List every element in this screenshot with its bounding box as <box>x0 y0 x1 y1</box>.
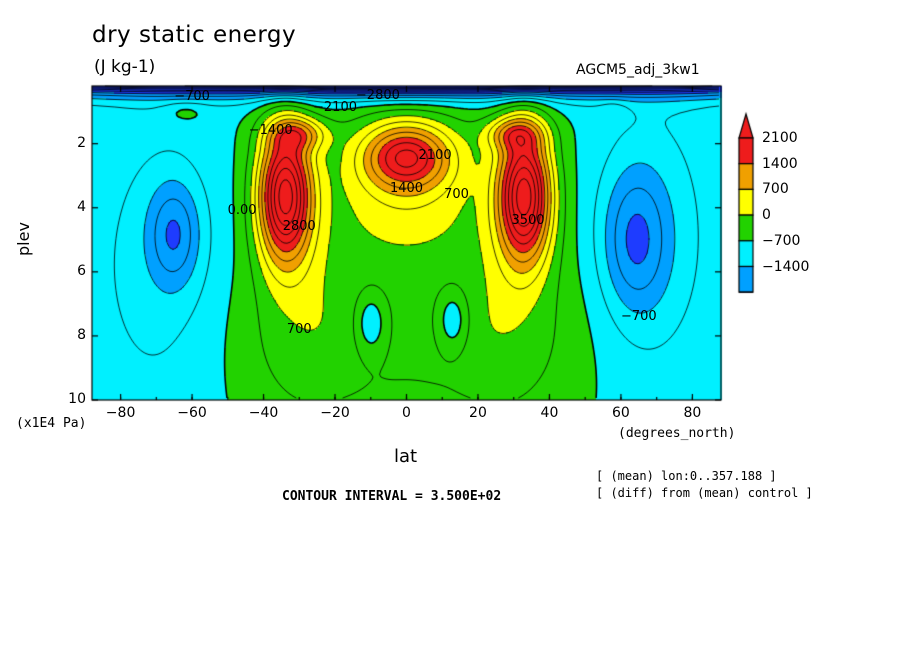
contour-label: 2800 <box>282 218 316 234</box>
x-tick-label: 40 <box>540 405 559 421</box>
contour-label: −2100 <box>313 100 358 116</box>
diff-note: [ (diff) from (mean) control ] <box>596 486 813 500</box>
x-tick-label: 60 <box>612 405 630 421</box>
y-tick-label: 8 <box>77 326 86 343</box>
colorbar-label: −1400 <box>762 258 810 275</box>
y-axis-units: (x1E4 Pa) <box>16 416 87 431</box>
y-axis-label: plev <box>14 222 33 256</box>
y-tick-label: 2 <box>77 134 86 151</box>
x-tick-label: 20 <box>469 405 487 421</box>
colorbar-label: 2100 <box>762 130 798 146</box>
contour-label: 1400 <box>389 180 424 196</box>
contour-label: −2800 <box>355 87 400 103</box>
contour-label: 700 <box>444 186 469 202</box>
contour-label: −700 <box>174 89 210 105</box>
contour-label: 0.00 <box>227 202 257 218</box>
x-tick-label: −60 <box>177 405 207 421</box>
x-tick-label: 0 <box>402 405 411 421</box>
colorbar-label: 1400 <box>762 155 798 172</box>
mean-note: [ (mean) lon:0..357.188 ] <box>596 469 777 483</box>
x-tick-label: 80 <box>683 405 702 421</box>
contour-label: 2100 <box>418 148 452 164</box>
contour-interval: CONTOUR INTERVAL = 3.500E+02 <box>282 489 502 504</box>
colorbar-label: 700 <box>762 181 789 198</box>
contour-label: 700 <box>286 321 312 337</box>
y-tick-label: 6 <box>77 262 86 279</box>
x-axis-label: lat <box>394 446 418 467</box>
colorbar-label: −700 <box>762 232 801 249</box>
chart-units: (J kg-1) <box>94 57 156 77</box>
x-tick-label: −80 <box>105 405 136 421</box>
contour-label: −1400 <box>248 122 293 138</box>
run-name: AGCM5_adj_3kw1 <box>576 62 700 78</box>
x-axis-units: (degrees_north) <box>618 426 736 441</box>
y-tick-label: 10 <box>68 391 86 407</box>
colorbar-label: 0 <box>762 207 771 224</box>
contour-label: 3500 <box>511 212 545 228</box>
chart-title: dry static energy <box>92 22 297 48</box>
y-tick-label: 4 <box>77 198 86 215</box>
x-tick-label: −20 <box>320 405 350 421</box>
x-tick-label: −40 <box>248 405 279 421</box>
contour-label: −700 <box>620 308 657 324</box>
